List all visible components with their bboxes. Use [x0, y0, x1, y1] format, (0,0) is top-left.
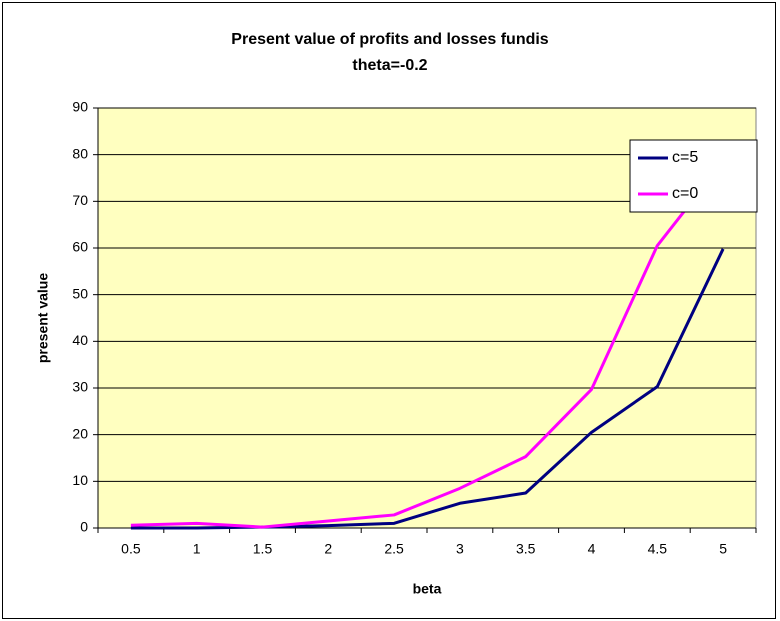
x-tick-label: 1 — [193, 541, 201, 557]
x-tick-label: 3 — [456, 541, 464, 557]
chart-title: Present value of profits and losses fund… — [231, 31, 549, 48]
x-tick-label: 5 — [719, 541, 727, 557]
series-line — [130, 248, 725, 530]
x-tick-label: 2 — [324, 541, 332, 557]
y-tick-label: 0 — [80, 519, 88, 535]
x-axis-label: beta — [413, 581, 442, 597]
x-tick-label: 1.5 — [253, 541, 273, 557]
legend-label: c=5 — [672, 149, 698, 166]
legend-label: c=0 — [672, 185, 698, 202]
y-tick-label: 50 — [72, 285, 88, 301]
legend-box — [629, 139, 758, 213]
series-line — [130, 160, 725, 529]
x-tick-label: 4 — [588, 541, 596, 557]
x-tick-label: 3.5 — [516, 541, 536, 557]
y-axis-label: present value — [35, 273, 51, 363]
y-tick-label: 90 — [72, 99, 88, 115]
y-tick-label: 60 — [72, 239, 88, 255]
x-tick-label: 2.5 — [384, 541, 404, 557]
x-tick-label: 4.5 — [648, 541, 668, 557]
chart-subtitle: theta=-0.2 — [352, 57, 427, 74]
x-tick-label: 0.5 — [121, 541, 141, 557]
y-tick-label: 80 — [72, 145, 88, 161]
y-tick-label: 30 — [72, 379, 88, 395]
y-tick-label: 40 — [72, 332, 88, 348]
y-tick-label: 20 — [72, 425, 88, 441]
y-tick-label: 10 — [72, 472, 88, 488]
y-tick-label: 70 — [72, 192, 88, 208]
